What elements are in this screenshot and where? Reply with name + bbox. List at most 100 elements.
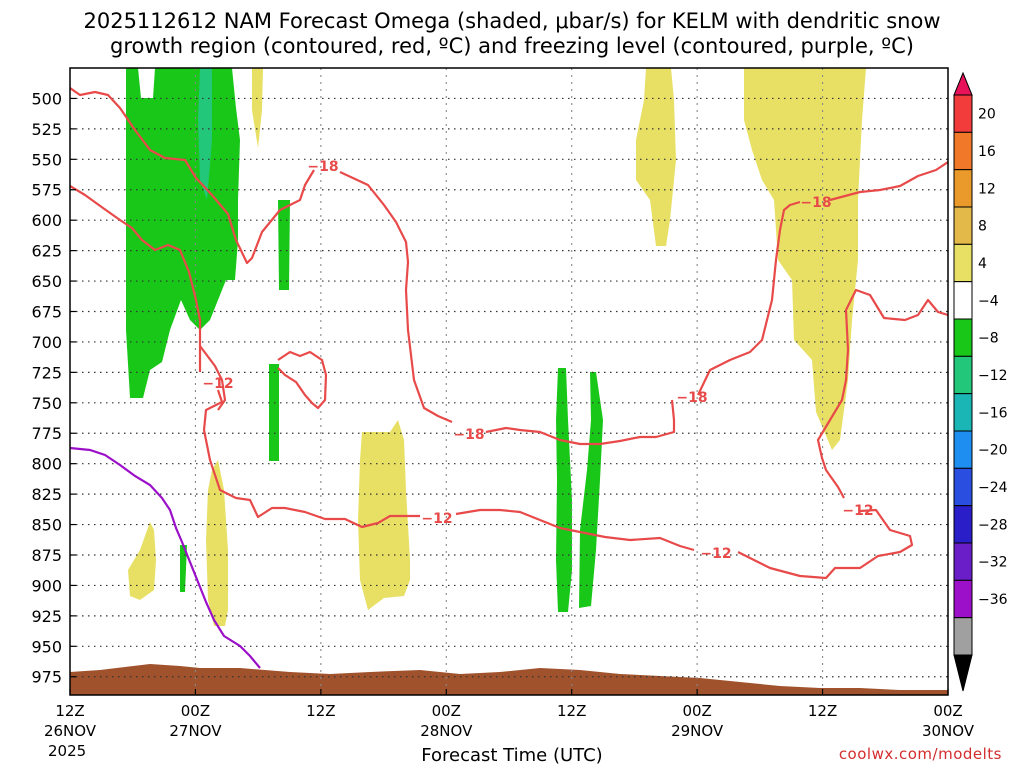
dgz-contour-segment-5 — [829, 161, 948, 202]
y-tick-label-825: 825 — [31, 485, 62, 504]
colorbar-label-7: −12 — [978, 368, 1008, 384]
colorbar-swatch-6 — [953, 281, 973, 320]
y-tick-label-950: 950 — [31, 637, 62, 656]
x-tick-label-0-0: 12Z — [55, 702, 84, 720]
colorbar-swatch-10 — [953, 430, 973, 469]
colorbar: 20 16 12 8 4 −4 −8 −12 −16 −20 −24 −28 −32 −36 — [953, 71, 1008, 692]
colorbar-label-3: 8 — [978, 219, 987, 235]
dgz-contour-segment-4 — [697, 200, 801, 396]
colorbar-label-6: −8 — [978, 331, 999, 347]
colorbar-swatch-14 — [953, 579, 973, 619]
y-tick-label-575: 575 — [31, 181, 62, 200]
y-tick-label-775: 775 — [31, 424, 62, 443]
axes-layer: 500 525 550 575 600 625 650 675 700 725 750 775 800 8… — [31, 67, 975, 760]
chart-title-line-1: 2025112612 NAM Forecast Omega (shaded, μ… — [83, 9, 941, 33]
y-tick-label-800: 800 — [31, 455, 62, 474]
dgz-contour-label-6: −12 — [421, 511, 452, 527]
dgz-contour-segment-6 — [70, 185, 202, 372]
x-tick-label-84-0: 00Z — [933, 702, 962, 720]
dgz-contour-segment-2 — [339, 171, 453, 424]
x-tick-label-0-2: 2025 — [48, 742, 86, 760]
colorbar-swatch-9 — [953, 393, 973, 432]
omega-region-11 — [358, 420, 410, 610]
dgz-contour-label-3: −18 — [676, 390, 707, 406]
colorbar-swatch-1 — [953, 94, 973, 133]
colorbar-bottom-arrow — [953, 654, 973, 692]
colorbar-label-5: −4 — [978, 293, 999, 309]
y-tick-label-500: 500 — [31, 89, 62, 108]
x-axis-label: Forecast Time (UTC) — [421, 745, 603, 766]
dgz-contour-segment-10 — [816, 288, 948, 499]
omega-region-6 — [556, 368, 572, 612]
colorbar-label-11: −28 — [978, 517, 1008, 533]
omega-shading-layer — [70, 68, 948, 695]
y-tick-label-975: 975 — [31, 668, 62, 687]
colorbar-swatch-15 — [953, 617, 973, 656]
x-tick-label-12-1: 27NOV — [169, 722, 222, 740]
y-tick-label-875: 875 — [31, 546, 62, 565]
omega-region-9 — [636, 68, 676, 246]
omega-region-3 — [278, 200, 290, 290]
colorbar-swatch-3 — [953, 169, 973, 208]
omega-region-2 — [198, 68, 212, 200]
y-tick-label-850: 850 — [31, 516, 62, 535]
dgz-contour-segment-1 — [70, 87, 315, 265]
dgz-contour-segment-3 — [485, 399, 676, 446]
omega-region-1 — [126, 68, 240, 398]
dgz-contour-label-2: −18 — [453, 427, 484, 443]
dgz-contour-segment-8 — [455, 508, 695, 552]
colorbar-label-0: 20 — [978, 107, 996, 123]
colorbar-label-13: −36 — [978, 592, 1008, 608]
omega-region-5 — [180, 545, 187, 592]
colorbar-label-1: 16 — [978, 144, 996, 160]
x-tick-label-84-1: 30NOV — [922, 722, 975, 740]
y-tick-label-750: 750 — [31, 394, 62, 413]
colorbar-top-arrow — [953, 71, 973, 96]
dgz-contour-label-7: −12 — [700, 546, 731, 562]
terrain-below-ground — [70, 664, 948, 695]
colorbar-swatch-7 — [953, 318, 973, 357]
grid-layer — [70, 68, 948, 695]
dgz-contour-label-1: −18 — [307, 159, 338, 175]
colorbar-swatch-8 — [953, 355, 973, 395]
dgz-contour-label-4: −18 — [800, 195, 831, 211]
omega-region-10 — [744, 68, 866, 450]
y-tick-label-525: 525 — [31, 120, 62, 139]
x-tick-label-60-1: 29NOV — [671, 722, 724, 740]
y-tick-label-725: 725 — [31, 363, 62, 382]
dgz-contour-segment-9 — [737, 508, 914, 580]
y-tick-label-900: 900 — [31, 576, 62, 595]
x-tick-label-36-0: 00Z — [432, 702, 461, 720]
colorbar-label-10: −24 — [978, 480, 1008, 496]
dgz-contour-segment-12 — [277, 350, 328, 410]
y-tick-label-600: 600 — [31, 211, 62, 230]
contour-layer: −18 −18 −18 −18 −12 −12 −12 −12 — [70, 87, 948, 669]
x-tick-label-60-0: 00Z — [682, 702, 711, 720]
colorbar-swatch-13 — [953, 542, 973, 581]
colorbar-swatch-12 — [953, 505, 973, 544]
omega-region-4 — [269, 364, 279, 461]
chart-title-line-2: growth region (contoured, red, ºC) and f… — [110, 34, 914, 58]
credit-link[interactable]: coolwx.com/modelts — [838, 745, 1002, 763]
y-tick-label-675: 675 — [31, 302, 62, 321]
dgz-contour-label-8: −12 — [842, 503, 873, 519]
colorbar-label-8: −16 — [978, 405, 1008, 421]
x-tick-label-36-1: 28NOV — [420, 722, 473, 740]
x-tick-label-48-0: 12Z — [557, 702, 586, 720]
dgz-contour-segment-11 — [199, 345, 227, 411]
y-tick-label-925: 925 — [31, 607, 62, 626]
dgz-contour-label-5: −12 — [202, 376, 233, 392]
x-tick-label-24-0: 12Z — [306, 702, 335, 720]
omega-region-7 — [579, 372, 603, 608]
plot-frame — [69, 67, 949, 696]
y-tick-label-650: 650 — [31, 272, 62, 291]
colorbar-swatch-2 — [953, 131, 973, 171]
colorbar-swatch-5 — [953, 243, 973, 283]
colorbar-label-2: 12 — [978, 181, 996, 197]
x-tick-label-72-0: 12Z — [808, 702, 837, 720]
colorbar-swatch-11 — [953, 467, 973, 507]
omega-region-13 — [128, 522, 156, 600]
omega-region-12 — [206, 460, 228, 626]
omega-region-8 — [252, 68, 263, 148]
